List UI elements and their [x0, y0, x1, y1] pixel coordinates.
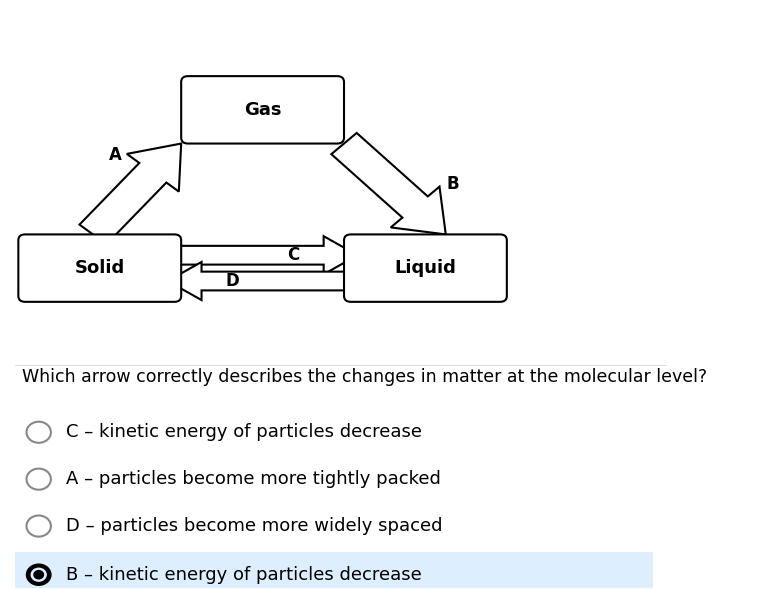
- FancyBboxPatch shape: [181, 76, 344, 144]
- Circle shape: [27, 564, 51, 585]
- Polygon shape: [168, 236, 357, 274]
- FancyBboxPatch shape: [19, 234, 181, 302]
- FancyBboxPatch shape: [344, 234, 507, 302]
- Text: Solid: Solid: [75, 259, 125, 277]
- Polygon shape: [332, 133, 446, 234]
- Text: Which arrow correctly describes the changes in matter at the molecular level?: Which arrow correctly describes the chan…: [22, 368, 707, 386]
- Text: C: C: [287, 246, 300, 264]
- Text: B – kinetic energy of particles decrease: B – kinetic energy of particles decrease: [66, 565, 422, 584]
- Text: A – particles become more tightly packed: A – particles become more tightly packed: [66, 470, 441, 488]
- Circle shape: [34, 571, 44, 579]
- Text: Liquid: Liquid: [395, 259, 456, 277]
- Text: D – particles become more widely spaced: D – particles become more widely spaced: [66, 517, 442, 535]
- Text: C – kinetic energy of particles decrease: C – kinetic energy of particles decrease: [66, 423, 422, 441]
- Text: B: B: [446, 174, 459, 193]
- Text: Gas: Gas: [244, 101, 282, 119]
- Text: A: A: [109, 146, 122, 164]
- FancyBboxPatch shape: [15, 552, 653, 589]
- Text: D: D: [225, 272, 239, 290]
- Polygon shape: [80, 144, 181, 244]
- Polygon shape: [168, 262, 357, 300]
- Circle shape: [31, 568, 46, 581]
